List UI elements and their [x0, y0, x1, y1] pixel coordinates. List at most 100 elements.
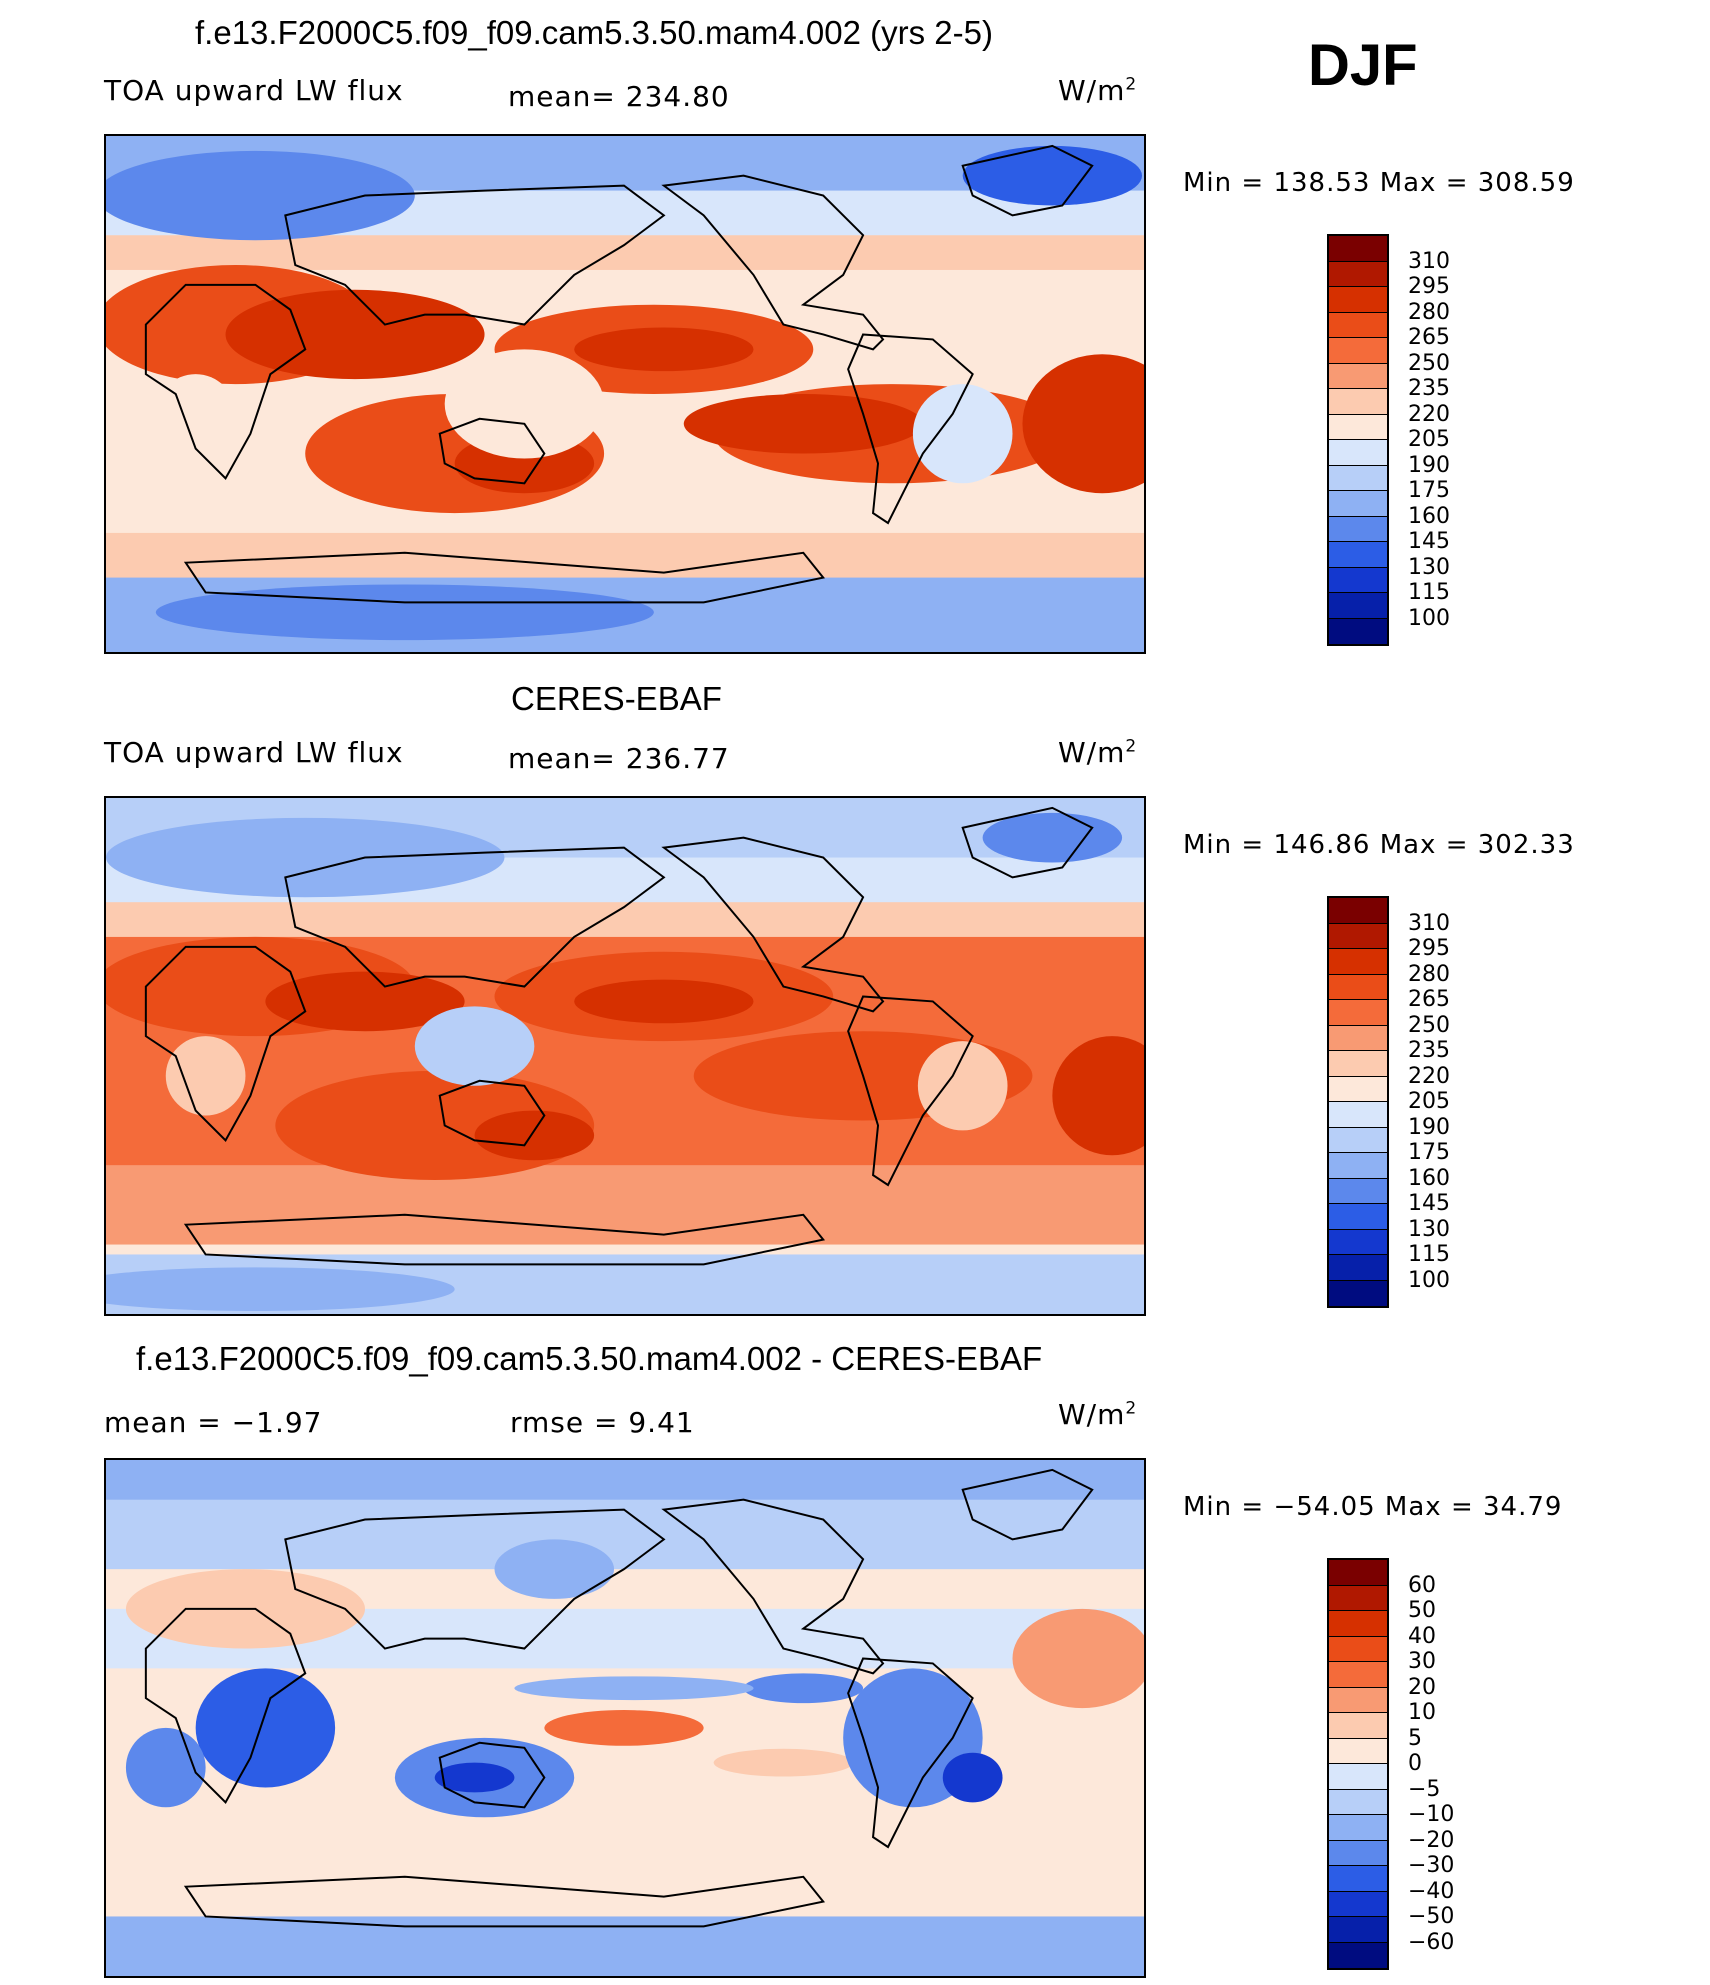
colorbar-tick-label: −20 — [1408, 1827, 1455, 1853]
colorbar-swatch — [1329, 898, 1387, 924]
colorbar-tick-label: 100 — [1408, 1267, 1450, 1293]
contour-region — [962, 145, 1143, 206]
colorbar-swatch — [1329, 1611, 1387, 1637]
colorbar-swatch — [1329, 312, 1387, 338]
field-contours — [106, 798, 1144, 1314]
colorbar-swatch — [1329, 1687, 1387, 1713]
colorbar-tick-label: 220 — [1408, 401, 1450, 427]
contour-region — [912, 384, 1013, 484]
colorbar-swatch — [1329, 516, 1387, 542]
colorbar-swatch — [1329, 338, 1387, 364]
panel-2-units: W/m2 — [1058, 736, 1138, 769]
colorbar-tick-label: 280 — [1408, 299, 1450, 325]
coastline — [284, 184, 666, 326]
colorbar-tick-label: 130 — [1408, 1216, 1450, 1242]
colorbar-swatch — [1329, 1229, 1387, 1255]
contour-region — [1012, 1608, 1144, 1709]
contour-region — [106, 235, 1144, 270]
colorbar-tick-label: 50 — [1408, 1598, 1436, 1623]
colorbar-tick-label: 265 — [1408, 987, 1450, 1012]
colorbar-tick-label: 40 — [1408, 1623, 1436, 1649]
colorbar-tick-label: 280 — [1408, 961, 1450, 987]
colorbar-tick-label: 30 — [1408, 1649, 1436, 1674]
colorbar-swatch — [1329, 363, 1387, 389]
colorbar-swatch — [1329, 1280, 1387, 1306]
coastline — [144, 945, 307, 1142]
colorbar-swatch — [1329, 1840, 1387, 1866]
colorbar-swatch — [1329, 1764, 1387, 1790]
contour-region — [225, 289, 485, 380]
panel-1-minmax: Min = 138.53 Max = 308.59 — [1183, 168, 1575, 198]
colorbar-tick-label: 115 — [1408, 580, 1450, 605]
panel-2-colorbar — [1327, 896, 1389, 1308]
coastlines — [144, 1468, 1094, 1928]
colorbar-tick-label: 310 — [1408, 910, 1450, 936]
panel-3-title: f.e13.F2000C5.f09_f09.cam5.3.50.mam4.002… — [136, 1340, 1043, 1377]
panel-1-variable-label: TOA upward LW flux — [104, 74, 404, 107]
coastline — [144, 1607, 307, 1804]
colorbar-tick-label: 235 — [1408, 376, 1450, 401]
coastline — [284, 1508, 666, 1650]
colorbar-tick-label: 220 — [1408, 1063, 1450, 1089]
contour-region — [683, 394, 923, 454]
coastline — [183, 1213, 826, 1266]
colorbar-tick-label: 10 — [1408, 1700, 1436, 1725]
contour-region — [942, 1752, 1003, 1803]
coastline — [961, 144, 1094, 217]
coastline — [438, 417, 546, 485]
contour-region — [982, 812, 1123, 863]
contour-region — [713, 1748, 854, 1777]
panel-2-map-svg — [106, 798, 1144, 1314]
panel-2-variable-label: TOA upward LW flux — [104, 736, 404, 769]
coastline — [183, 1875, 826, 1928]
panel-1-units: W/m2 — [1058, 74, 1138, 107]
field-contours — [106, 1460, 1144, 1976]
colorbar-tick-label: 0 — [1408, 1751, 1422, 1776]
colorbar-swatch — [1329, 491, 1387, 517]
colorbar-swatch — [1329, 1560, 1387, 1586]
colorbar-swatch — [1329, 618, 1387, 644]
colorbar-swatch — [1329, 1891, 1387, 1917]
coastline — [284, 846, 666, 988]
colorbar-tick-label: 100 — [1408, 605, 1450, 631]
colorbar-swatch — [1329, 1662, 1387, 1688]
colorbar-swatch — [1329, 1713, 1387, 1739]
contour-region — [544, 1710, 704, 1746]
colorbar-swatch — [1329, 414, 1387, 440]
panel-3-map-svg — [106, 1460, 1144, 1976]
colorbar-swatch — [1329, 1178, 1387, 1204]
panel-1-map — [104, 134, 1146, 654]
panel-2-title: CERES-EBAF — [511, 680, 722, 717]
colorbar-tick-label: 20 — [1408, 1674, 1436, 1700]
panel-1-map-svg — [106, 136, 1144, 652]
colorbar-tick-label: −5 — [1408, 1776, 1441, 1802]
colorbar-tick-label: 160 — [1408, 1165, 1450, 1191]
colorbar-tick-label: −40 — [1408, 1878, 1455, 1904]
contour-region — [444, 349, 605, 459]
colorbar-tick-label: 235 — [1408, 1038, 1450, 1063]
colorbar-swatch — [1329, 1636, 1387, 1662]
colorbar-tick-label: −50 — [1408, 1904, 1455, 1929]
colorbar-tick-label: 5 — [1408, 1725, 1422, 1751]
panel-3-rmse-label: rmse = 9.41 — [510, 1406, 695, 1439]
colorbar-swatch — [1329, 1917, 1387, 1943]
colorbar-swatch — [1329, 440, 1387, 466]
coastline — [961, 806, 1094, 879]
colorbar-tick-label: −10 — [1408, 1802, 1455, 1827]
colorbar-swatch — [1329, 1866, 1387, 1892]
colorbar-swatch — [1329, 974, 1387, 1000]
colorbar-tick-label: 205 — [1408, 427, 1450, 452]
contour-region — [106, 1460, 1144, 1500]
coastline — [438, 1079, 546, 1147]
coastline — [183, 551, 826, 604]
contour-region — [106, 1155, 1144, 1245]
colorbar-swatch — [1329, 1738, 1387, 1764]
colorbar-tick-label: 250 — [1408, 1012, 1450, 1038]
colorbar-tick-label: 60 — [1408, 1572, 1436, 1598]
coastline — [847, 333, 974, 525]
contour-region — [1022, 354, 1144, 494]
contour-region — [917, 1041, 1008, 1131]
colorbar-tick-label: −30 — [1408, 1853, 1455, 1878]
colorbar-swatch — [1329, 923, 1387, 949]
colorbar-tick-label: 310 — [1408, 248, 1450, 274]
